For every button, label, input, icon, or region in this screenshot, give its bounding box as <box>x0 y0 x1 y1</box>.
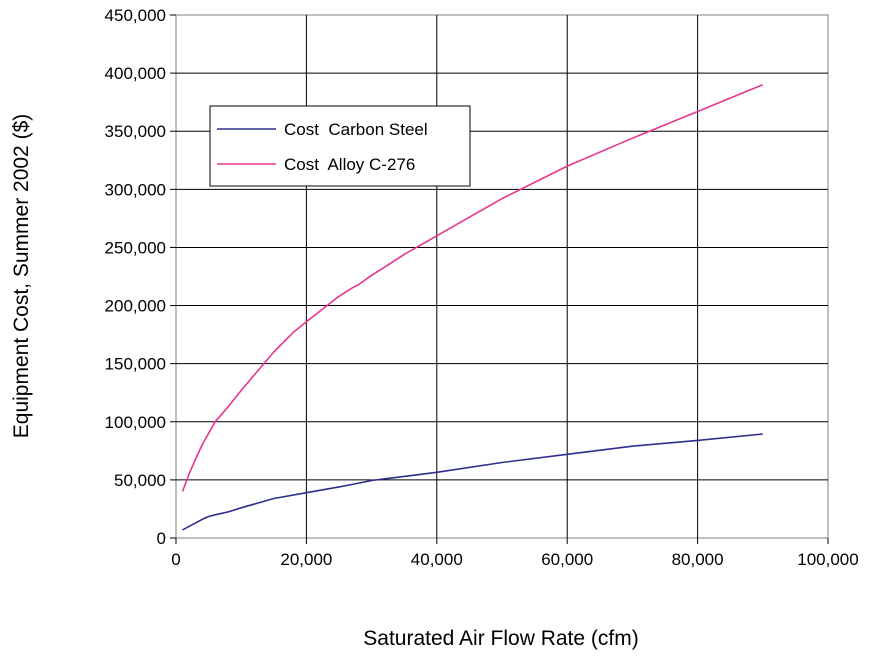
series-line-alloy <box>181 83 764 492</box>
legend: Cost Carbon Steel Cost Alloy C-276 <box>209 105 471 187</box>
x-tick-label: 0 <box>171 550 180 569</box>
series-line-carbon-steel <box>182 433 763 531</box>
legend-box <box>209 105 471 187</box>
x-tick-labels: 0 20,000 40,000 60,000 80,000 100,000 <box>171 550 858 569</box>
y-tick-label: 200,000 <box>105 297 166 316</box>
series-lines <box>181 83 764 531</box>
y-axis-title: Equipment Cost, Summer 2002 ($) <box>10 114 33 438</box>
y-tick-label: 300,000 <box>105 180 166 199</box>
x-axis-title: Saturated Air Flow Rate (cfm) <box>363 627 638 650</box>
y-tick-label: 250,000 <box>105 238 166 257</box>
plot-area <box>175 14 829 539</box>
gridlines <box>170 14 829 544</box>
x-tick-label: 100,000 <box>797 550 858 569</box>
y-tick-label: 100,000 <box>105 413 166 432</box>
x-tick-label: 60,000 <box>541 550 593 569</box>
y-tick-label: 450,000 <box>105 6 166 25</box>
y-tick-label: 150,000 <box>105 355 166 374</box>
y-tick-labels: 0 50,000 100,000 150,000 200,000 250,000 300,0… <box>105 6 166 548</box>
y-tick-label: 350,000 <box>105 122 166 141</box>
y-tick-label: 0 <box>157 529 166 548</box>
y-tick-label: 400,000 <box>105 64 166 83</box>
x-tick-label: 40,000 <box>411 550 463 569</box>
legend-label-carbon-steel: Cost Carbon Steel <box>284 120 428 139</box>
x-tick-label: 20,000 <box>280 550 332 569</box>
x-tick-label: 80,000 <box>672 550 724 569</box>
y-tick-label: 50,000 <box>114 471 166 490</box>
legend-label-alloy: Cost Alloy C-276 <box>284 155 415 174</box>
